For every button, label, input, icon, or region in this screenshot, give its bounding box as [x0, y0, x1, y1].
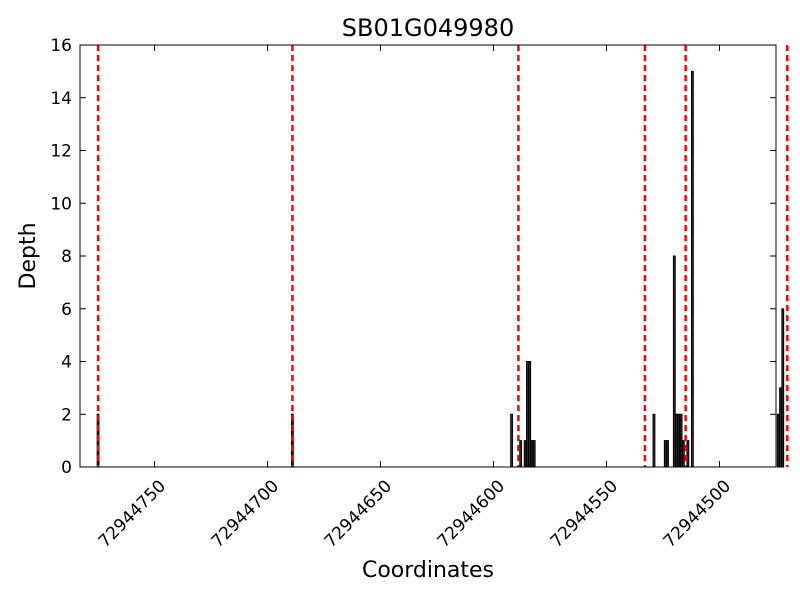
bar	[776, 413, 780, 468]
y-tick-label: 6	[61, 300, 72, 320]
y-tick-label: 2	[61, 405, 72, 425]
bar	[677, 413, 681, 468]
bar	[781, 308, 785, 468]
x-tick-label: 72944750	[95, 476, 170, 551]
bar	[686, 440, 690, 468]
bar	[666, 440, 669, 468]
bar	[510, 413, 514, 468]
x-axis-label: Coordinates	[362, 558, 494, 583]
x-tick-label: 72944500	[660, 476, 735, 551]
y-tick-label: 12	[50, 142, 72, 162]
bar	[532, 440, 536, 468]
x-tick-label: 72944700	[208, 476, 283, 551]
bars-layer	[96, 70, 785, 468]
bar	[523, 440, 527, 468]
bar	[779, 387, 782, 468]
bar	[681, 440, 685, 468]
bar	[526, 361, 529, 468]
marker-lines	[96, 45, 789, 467]
bar	[690, 70, 694, 468]
chart-title: SB01G049980	[342, 14, 514, 42]
x-tick-label: 72944650	[321, 476, 396, 551]
bar	[519, 440, 523, 468]
bar	[675, 413, 678, 468]
y-tick-label: 4	[61, 353, 72, 373]
y-tick-label: 10	[50, 194, 72, 214]
bar	[672, 255, 676, 468]
bar	[530, 440, 534, 468]
y-tick-label: 8	[61, 247, 72, 267]
axes: 0 2 4 6 8 10 12 14 16 72944750 72944700 72944650 729…	[50, 36, 777, 552]
bar	[679, 413, 683, 468]
y-tick-label: 14	[50, 89, 72, 109]
plot-frame	[79, 44, 777, 468]
bar	[528, 361, 532, 468]
bar	[663, 440, 667, 468]
y-tick-label: 16	[50, 36, 72, 56]
y-tick-label: 0	[61, 458, 72, 478]
bar	[652, 413, 656, 468]
x-tick-label: 72944550	[547, 476, 622, 551]
x-tick-label: 72944600	[434, 476, 509, 551]
y-axis-label: Depth	[16, 222, 41, 289]
